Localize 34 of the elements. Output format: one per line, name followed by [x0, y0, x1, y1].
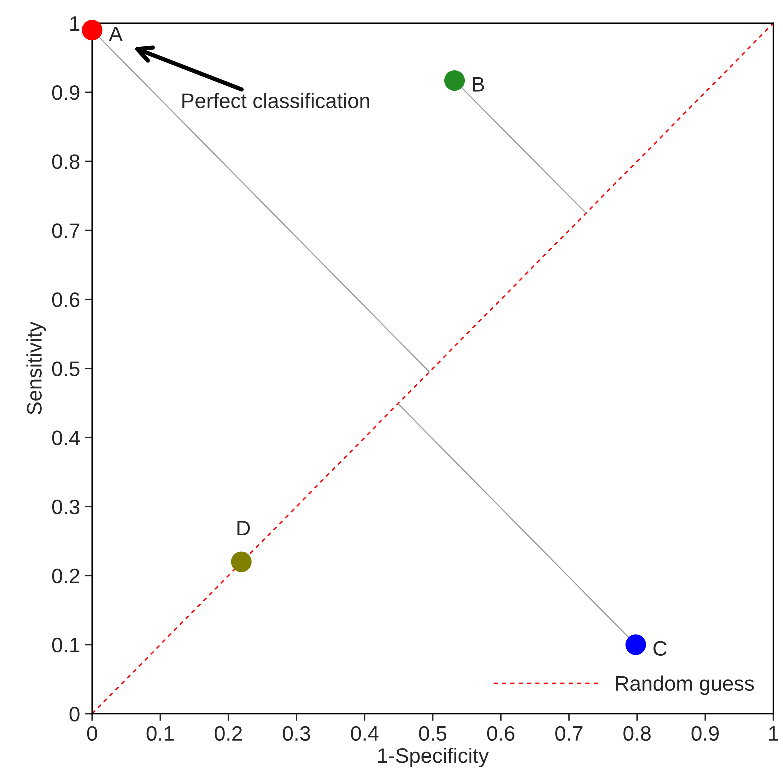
annotation: A	[109, 26, 123, 42]
x-tick-label: 0.5	[419, 726, 447, 742]
x-tick-label: 0.2	[214, 726, 242, 742]
legend-label: Random guess	[616, 676, 754, 696]
annotation: Perfect classification	[182, 93, 370, 108]
x-tick-label: 0.4	[351, 726, 379, 742]
x-axis-title: 1-Specificity	[378, 748, 490, 768]
y-tick-label: 0.5	[52, 362, 80, 376]
y-tick-label: 0.6	[52, 292, 80, 308]
y-tick-label: 0.1	[52, 638, 80, 653]
annotation: B	[473, 77, 484, 92]
x-tick-label: 0.8	[624, 726, 651, 742]
y-tick-label: 0.4	[52, 430, 80, 446]
point	[626, 634, 646, 656]
point	[444, 70, 466, 92]
point	[231, 552, 252, 572]
x-tick-label: 0.9	[692, 726, 719, 742]
y-tick-label: 0	[70, 706, 80, 722]
point	[82, 20, 103, 41]
y-tick-label: 0.9	[52, 86, 80, 100]
annotation: D	[238, 521, 250, 536]
y-tick-label: 0.2	[52, 568, 80, 584]
y-tick-label: 0.8	[52, 154, 80, 170]
x-tick-label: 0.7	[556, 726, 583, 742]
x-tick-label: 0	[87, 726, 98, 742]
y-tick-label: 1	[70, 16, 80, 32]
y-tick-label: 0.7	[52, 224, 80, 238]
x-tick-label: 0.6	[487, 726, 515, 742]
x-tick-label: 0.1	[146, 726, 174, 742]
y-axis-title: Sensitivity	[26, 322, 46, 415]
annotation: C	[654, 641, 667, 656]
y-tick-label: 0.3	[52, 500, 80, 515]
x-tick-label: 0.3	[283, 726, 310, 742]
x-tick-label: 1	[769, 726, 778, 741]
